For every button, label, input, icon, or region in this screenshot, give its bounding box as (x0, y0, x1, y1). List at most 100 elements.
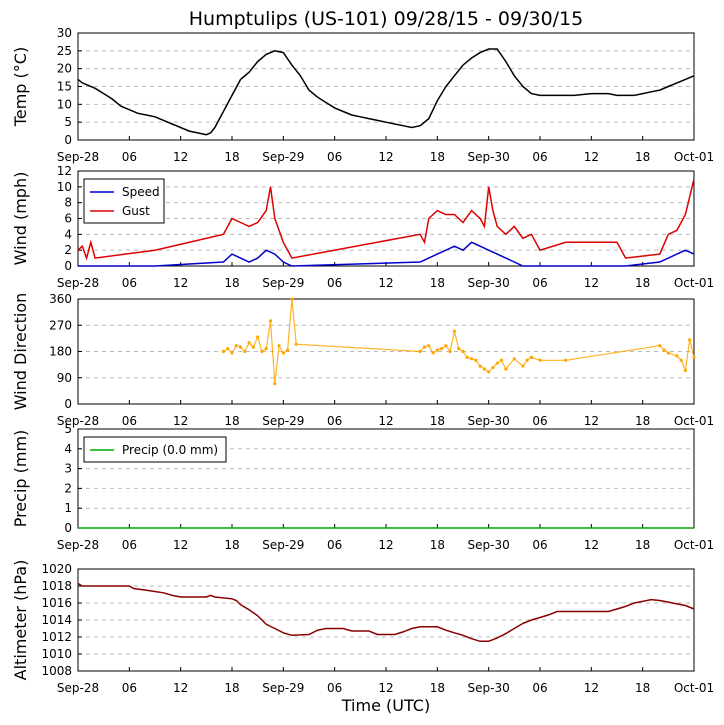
x-tick-label-4-9: 06 (532, 681, 547, 695)
x-tick-label-4-3: 18 (224, 681, 239, 695)
x-tick-label-0-2: 12 (173, 150, 188, 164)
x-tick-label-3-12: Oct-01 (674, 538, 714, 552)
x-tick-label-4-4: Sep-29 (262, 681, 304, 695)
x-tick-label-2-9: 06 (532, 414, 547, 428)
y-tick-label-4-2: 1012 (41, 630, 72, 644)
y-axis-label-3: Precip (mm) (11, 430, 30, 528)
x-tick-label-2-0: Sep-28 (57, 414, 99, 428)
x-tick-label-3-2: 12 (173, 538, 188, 552)
y-tick-label-3-2: 2 (64, 481, 72, 495)
y-tick-label-1-2: 4 (64, 227, 72, 241)
x-tick-label-3-8: Sep-30 (468, 538, 510, 552)
x-tick-label-1-6: 12 (378, 276, 393, 290)
x-axis-label: Time (UTC) (341, 696, 430, 715)
legend-label-1-0: Speed (122, 185, 160, 199)
x-tick-label-0-11: 18 (635, 150, 650, 164)
x-tick-label-0-4: Sep-29 (262, 150, 304, 164)
x-tick-label-4-0: Sep-28 (57, 681, 99, 695)
y-tick-label-4-6: 1020 (41, 562, 72, 576)
y-tick-label-4-0: 1008 (41, 664, 72, 678)
x-tick-label-0-7: 18 (430, 150, 445, 164)
x-tick-label-2-7: 18 (430, 414, 445, 428)
y-tick-label-1-3: 6 (64, 212, 72, 226)
y-tick-label-0-4: 20 (57, 62, 72, 76)
y-tick-label-1-1: 2 (64, 243, 72, 257)
x-tick-label-3-4: Sep-29 (262, 538, 304, 552)
x-tick-label-2-2: 12 (173, 414, 188, 428)
x-tick-label-1-4: Sep-29 (262, 276, 304, 290)
x-tick-label-0-6: 12 (378, 150, 393, 164)
x-tick-label-3-10: 12 (584, 538, 599, 552)
y-tick-label-2-2: 180 (49, 345, 72, 359)
legend-label-1-1: Gust (122, 204, 150, 218)
x-tick-label-3-3: 18 (224, 538, 239, 552)
x-tick-label-4-8: Sep-30 (468, 681, 510, 695)
y-tick-label-0-5: 25 (57, 44, 72, 58)
y-axis-label-4: Altimeter (hPa) (11, 560, 30, 681)
legend-label-3-0: Precip (0.0 mm) (122, 443, 218, 457)
x-tick-label-1-7: 18 (430, 276, 445, 290)
x-tick-label-1-0: Sep-28 (57, 276, 99, 290)
y-tick-label-1-4: 8 (64, 196, 72, 210)
x-tick-label-0-0: Sep-28 (57, 150, 99, 164)
y-tick-label-3-1: 1 (64, 501, 72, 515)
x-tick-label-0-8: Sep-30 (468, 150, 510, 164)
legend-box-3 (83, 436, 227, 463)
x-tick-label-1-12: Oct-01 (674, 276, 714, 290)
x-tick-label-2-12: Oct-01 (674, 414, 714, 428)
y-tick-label-4-3: 1014 (41, 613, 72, 627)
x-tick-label-2-6: 12 (378, 414, 393, 428)
series-line-4-0 (77, 582, 695, 643)
y-tick-label-0-6: 30 (57, 26, 72, 40)
x-tick-label-4-1: 06 (122, 681, 137, 695)
series-line-2-0 (223, 298, 695, 384)
x-tick-label-4-5: 06 (327, 681, 342, 695)
x-tick-label-2-11: 18 (635, 414, 650, 428)
y-tick-label-3-5: 5 (64, 422, 72, 436)
x-tick-label-1-5: 06 (327, 276, 342, 290)
x-tick-label-3-6: 12 (378, 538, 393, 552)
x-tick-label-2-10: 12 (584, 414, 599, 428)
x-tick-label-2-3: 18 (224, 414, 239, 428)
y-tick-label-0-0: 0 (64, 133, 72, 147)
x-tick-label-3-0: Sep-28 (57, 538, 99, 552)
x-tick-label-1-1: 06 (122, 276, 137, 290)
y-tick-label-4-1: 1010 (41, 647, 72, 661)
y-tick-label-3-0: 0 (64, 521, 72, 535)
x-tick-label-0-3: 18 (224, 150, 239, 164)
x-tick-label-1-3: 18 (224, 276, 239, 290)
x-tick-label-3-5: 06 (327, 538, 342, 552)
y-tick-label-2-4: 360 (49, 292, 72, 306)
x-tick-label-4-6: 12 (378, 681, 393, 695)
y-tick-label-2-0: 0 (64, 397, 72, 411)
y-tick-label-3-4: 4 (64, 442, 72, 456)
y-tick-label-1-6: 12 (57, 164, 72, 178)
x-tick-label-0-1: 06 (122, 150, 137, 164)
chart-title: Humptulips (US-101) 09/28/15 - 09/30/15 (189, 8, 584, 30)
y-tick-label-0-1: 5 (64, 115, 72, 129)
series-line-1-1 (77, 178, 695, 261)
x-tick-label-2-8: Sep-30 (468, 414, 510, 428)
legend-box-1 (83, 178, 165, 224)
x-tick-label-1-11: 18 (635, 276, 650, 290)
x-tick-label-3-9: 06 (532, 538, 547, 552)
y-tick-label-0-2: 10 (57, 97, 72, 111)
y-axis-label-2: Wind Direction (11, 293, 30, 411)
y-tick-label-2-3: 270 (49, 318, 72, 332)
x-tick-label-2-1: 06 (122, 414, 137, 428)
x-tick-label-0-10: 12 (584, 150, 599, 164)
y-tick-label-3-3: 3 (64, 462, 72, 476)
x-tick-label-1-9: 06 (532, 276, 547, 290)
series-line-0-0 (77, 48, 695, 136)
y-tick-label-4-5: 1018 (41, 579, 72, 593)
x-tick-label-2-4: Sep-29 (262, 414, 304, 428)
x-tick-label-1-8: Sep-30 (468, 276, 510, 290)
x-tick-label-4-7: 18 (430, 681, 445, 695)
y-tick-label-2-1: 90 (57, 371, 72, 385)
y-axis-label-0: Temp (°C) (11, 47, 30, 127)
x-tick-label-3-11: 18 (635, 538, 650, 552)
y-tick-label-0-3: 15 (57, 80, 72, 94)
x-tick-label-1-2: 12 (173, 276, 188, 290)
y-tick-label-1-0: 0 (64, 259, 72, 273)
